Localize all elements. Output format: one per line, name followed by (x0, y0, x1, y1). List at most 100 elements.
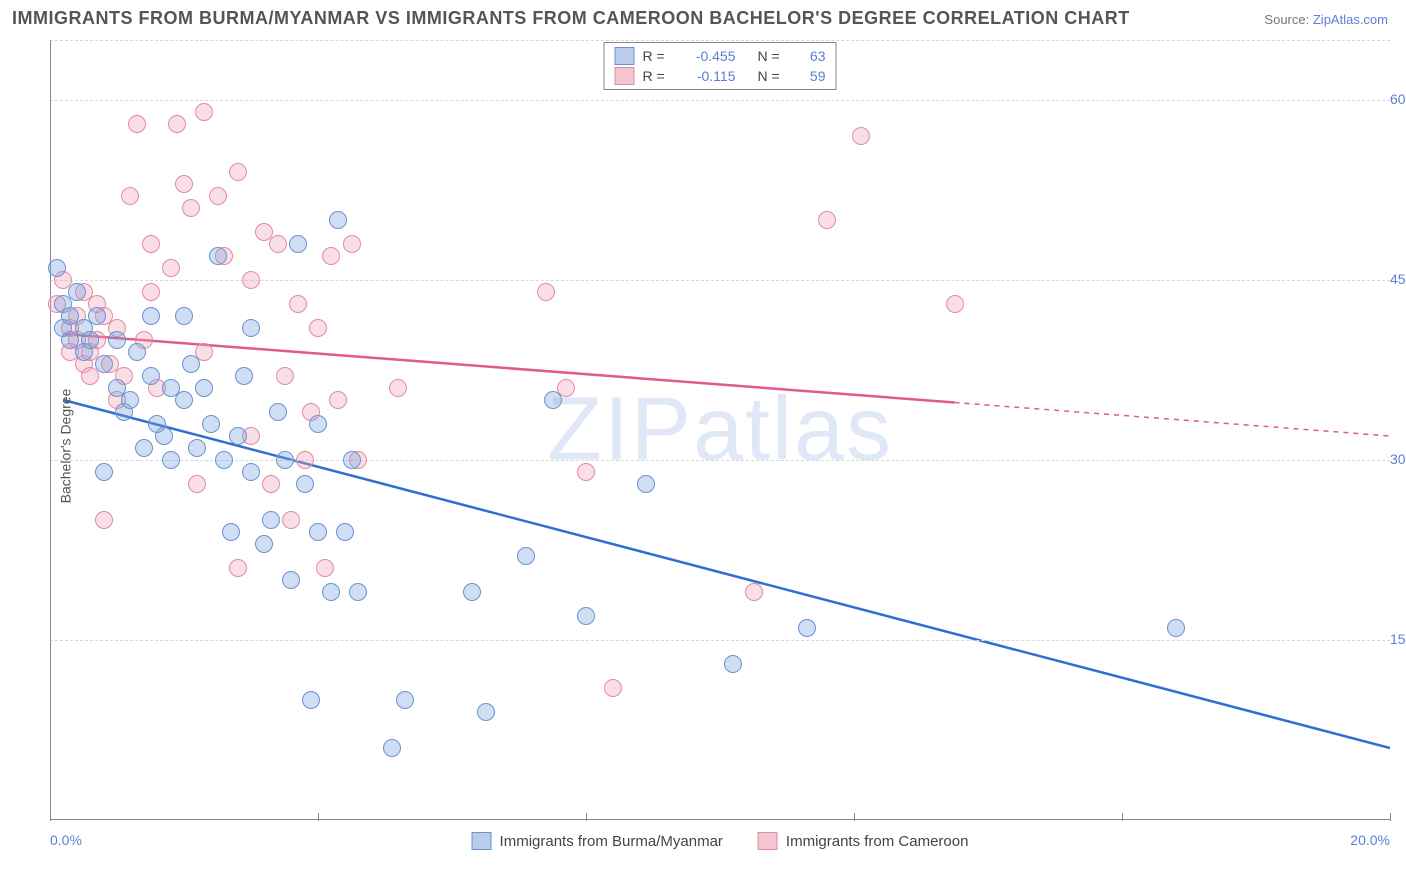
data-point (336, 523, 354, 541)
trend-line (63, 400, 1390, 748)
data-point (142, 235, 160, 253)
data-point (68, 283, 86, 301)
legend-item: Immigrants from Cameroon (758, 832, 969, 850)
data-point (316, 559, 334, 577)
data-point (577, 463, 595, 481)
data-point (517, 547, 535, 565)
gridline-h (50, 460, 1390, 461)
data-point (168, 115, 186, 133)
data-point (255, 535, 273, 553)
data-point (343, 235, 361, 253)
legend-n-label: N = (758, 68, 788, 84)
data-point (242, 319, 260, 337)
data-point (745, 583, 763, 601)
watermark: ZIPatlas (547, 379, 893, 482)
data-point (121, 391, 139, 409)
data-point (121, 187, 139, 205)
legend-n-label: N = (758, 48, 788, 64)
data-point (262, 475, 280, 493)
x-tickmark (854, 813, 855, 821)
legend-r-value: -0.455 (681, 48, 736, 64)
data-point (235, 367, 253, 385)
data-point (262, 511, 280, 529)
data-point (276, 367, 294, 385)
data-point (95, 463, 113, 481)
data-point (296, 451, 314, 469)
legend-n-value: 59 (796, 68, 826, 84)
data-point (383, 739, 401, 757)
data-point (269, 403, 287, 421)
data-point (309, 523, 327, 541)
x-axis (50, 819, 1390, 820)
data-point (537, 283, 555, 301)
legend-swatch (615, 67, 635, 85)
x-tickmark (318, 813, 319, 821)
data-point (128, 115, 146, 133)
trend-line-extrapolated (955, 403, 1391, 436)
data-point (818, 211, 836, 229)
data-point (108, 331, 126, 349)
data-point (798, 619, 816, 637)
data-point (175, 307, 193, 325)
data-point (95, 355, 113, 373)
legend-item: Immigrants from Burma/Myanmar (472, 832, 723, 850)
y-tick-label: 60.0% (1390, 91, 1406, 107)
data-point (282, 511, 300, 529)
data-point (209, 187, 227, 205)
data-point (175, 391, 193, 409)
x-tick-label: 20.0% (1350, 832, 1390, 848)
data-point (282, 571, 300, 589)
data-point (155, 427, 173, 445)
data-point (88, 307, 106, 325)
y-axis-label: Bachelor's Degree (57, 389, 73, 504)
gridline-h (50, 640, 1390, 641)
data-point (269, 235, 287, 253)
x-tickmark (50, 813, 51, 821)
source-attribution: Source: ZipAtlas.com (1264, 12, 1388, 27)
data-point (242, 271, 260, 289)
data-point (162, 451, 180, 469)
data-point (322, 247, 340, 265)
x-tickmark (1122, 813, 1123, 821)
legend-swatch (472, 832, 492, 850)
data-point (329, 211, 347, 229)
source-label: Source: (1264, 12, 1309, 27)
data-point (195, 379, 213, 397)
data-point (396, 691, 414, 709)
data-point (81, 331, 99, 349)
data-point (349, 583, 367, 601)
data-point (637, 475, 655, 493)
data-point (289, 235, 307, 253)
chart-title: IMMIGRANTS FROM BURMA/MYANMAR VS IMMIGRA… (12, 8, 1130, 29)
x-tickmark (586, 813, 587, 821)
data-point (1167, 619, 1185, 637)
data-point (48, 259, 66, 277)
data-point (222, 523, 240, 541)
scatter-plot: ZIPatlas R =-0.455N =63R =-0.115N =59 Im… (50, 40, 1390, 820)
data-point (322, 583, 340, 601)
data-point (309, 319, 327, 337)
data-point (229, 559, 247, 577)
x-tickmark (1390, 813, 1391, 821)
data-point (343, 451, 361, 469)
data-point (289, 295, 307, 313)
correlation-legend: R =-0.455N =63R =-0.115N =59 (604, 42, 837, 90)
legend-label: Immigrants from Cameroon (786, 833, 969, 850)
data-point (329, 391, 347, 409)
source-link[interactable]: ZipAtlas.com (1313, 12, 1388, 27)
series-legend: Immigrants from Burma/Myanmar Immigrants … (472, 832, 969, 850)
legend-row: R =-0.115N =59 (615, 67, 826, 85)
y-tick-label: 30.0% (1390, 451, 1406, 467)
gridline-h (50, 100, 1390, 101)
data-point (604, 679, 622, 697)
data-point (242, 463, 260, 481)
data-point (302, 691, 320, 709)
data-point (95, 511, 113, 529)
legend-label: Immigrants from Burma/Myanmar (500, 833, 723, 850)
data-point (128, 343, 146, 361)
legend-swatch (615, 47, 635, 65)
data-point (389, 379, 407, 397)
data-point (188, 475, 206, 493)
data-point (229, 427, 247, 445)
data-point (135, 439, 153, 457)
